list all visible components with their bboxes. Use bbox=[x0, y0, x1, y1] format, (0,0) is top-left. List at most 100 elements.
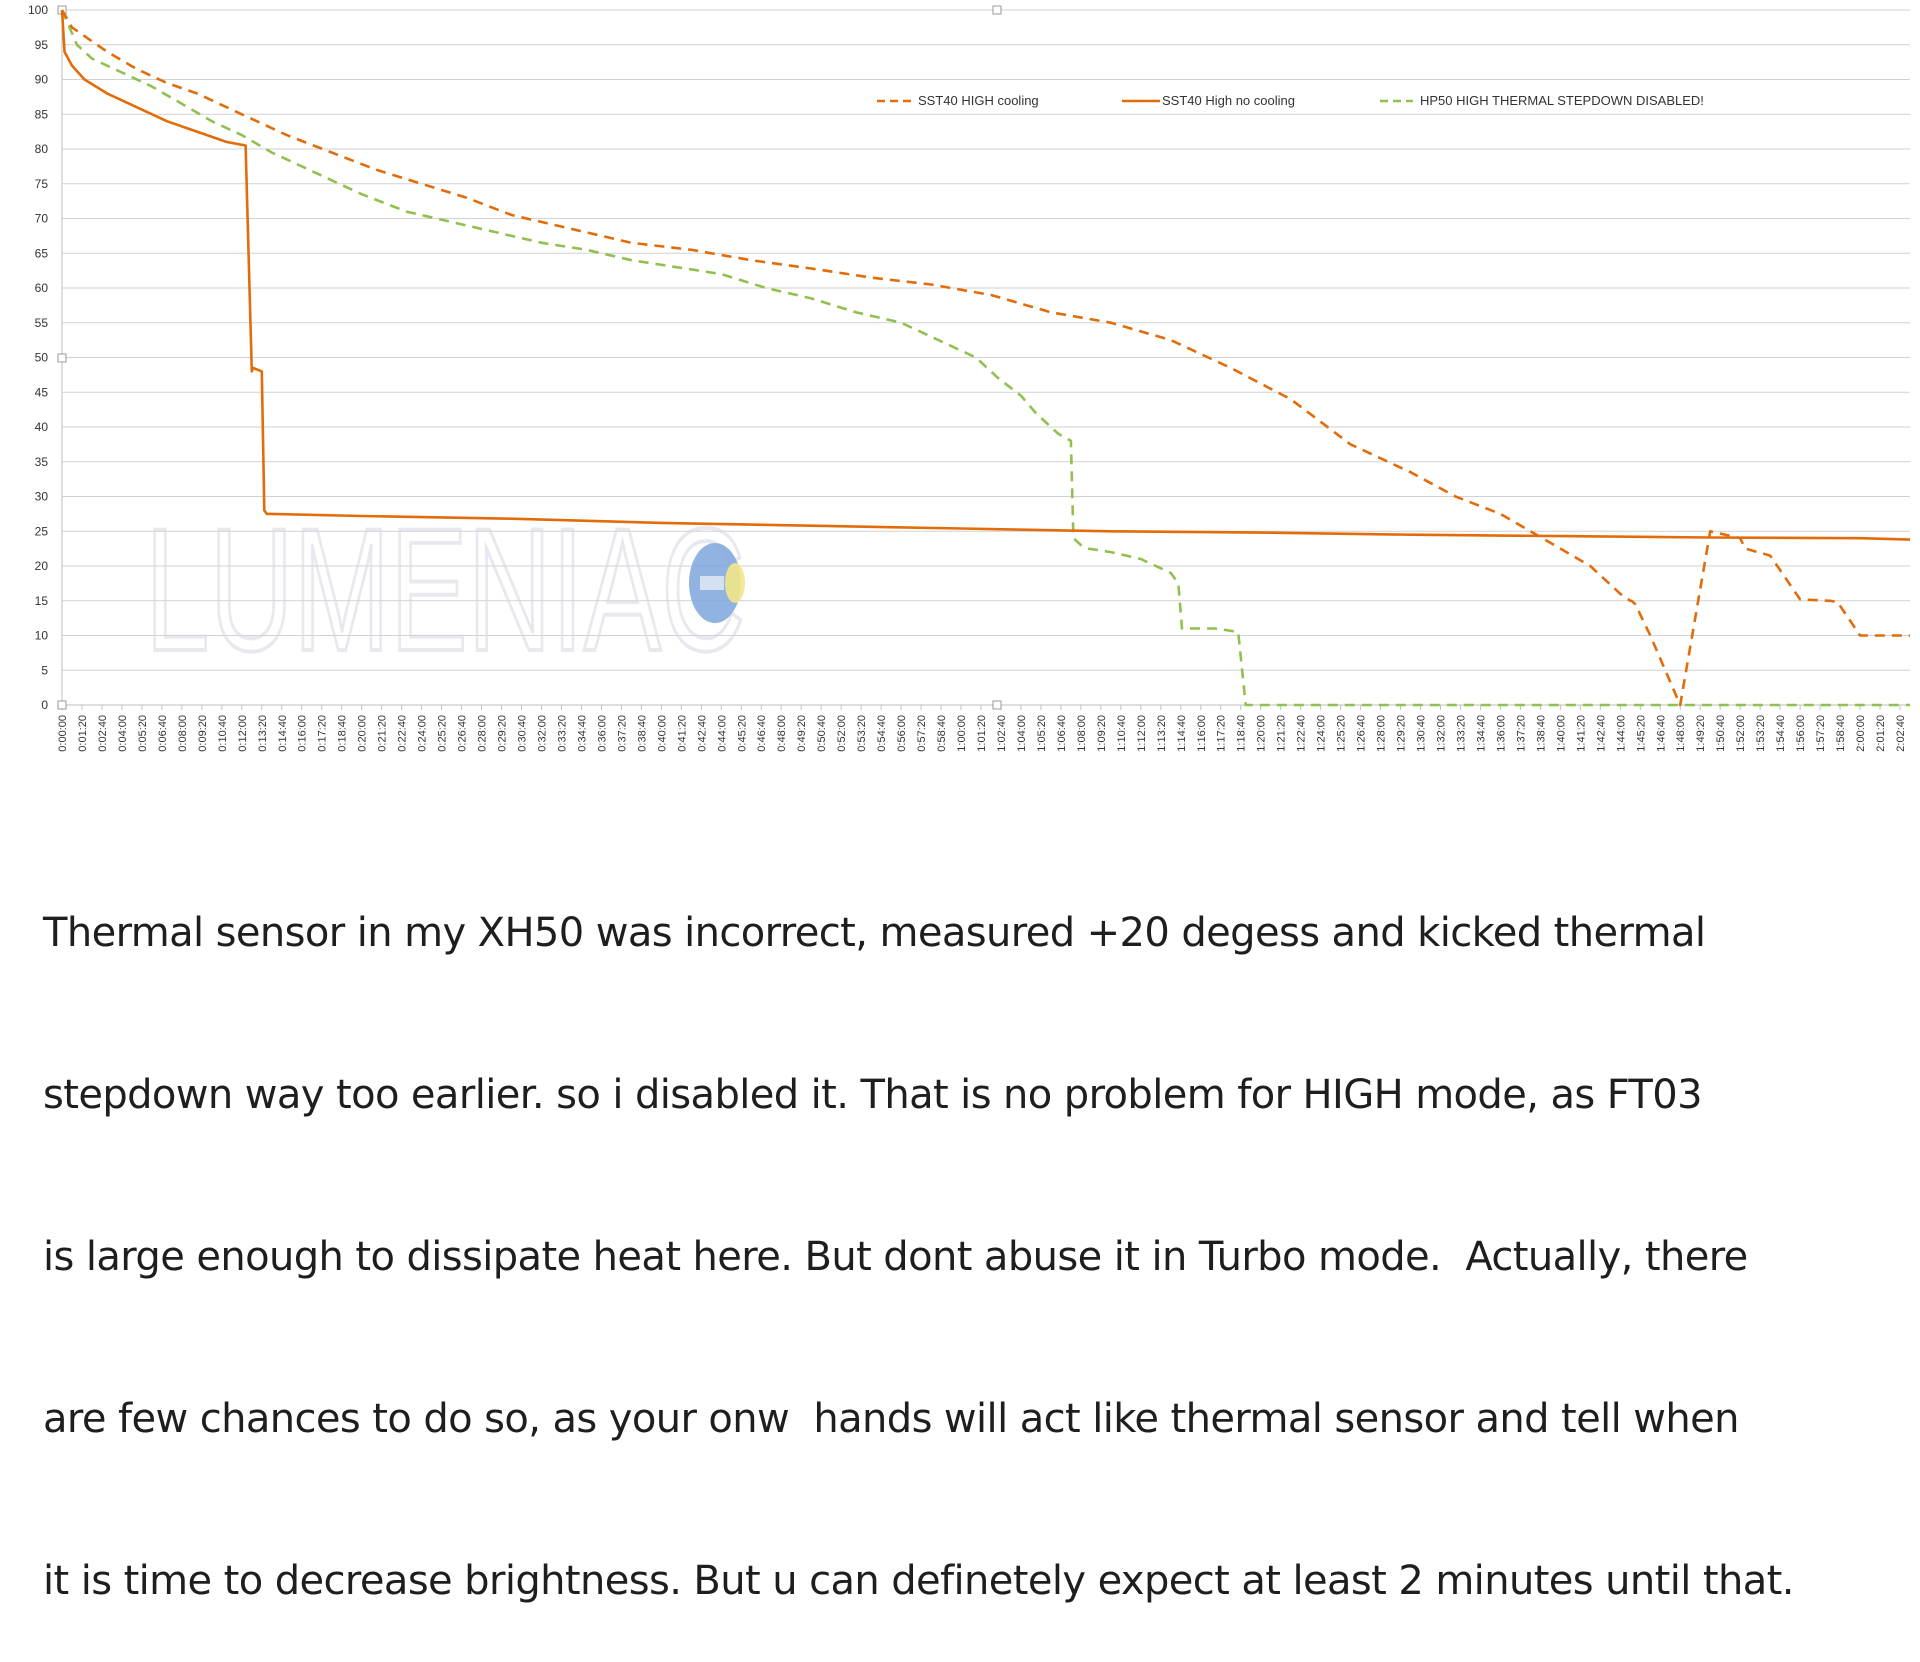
x-tick-label: 0:38:40 bbox=[636, 715, 648, 752]
x-tick-label: 1:56:00 bbox=[1795, 715, 1807, 752]
y-tick-label: 90 bbox=[35, 73, 49, 87]
x-tick-label: 0:42:40 bbox=[696, 715, 708, 752]
y-tick-label: 15 bbox=[35, 594, 49, 608]
x-tick-label: 1:40:00 bbox=[1555, 715, 1567, 752]
x-tick-label: 0:01:20 bbox=[77, 715, 89, 752]
x-tick-label: 1:18:40 bbox=[1236, 715, 1248, 752]
legend-item-sst40-high-cooling: SST40 HIGH cooling bbox=[877, 93, 1039, 108]
x-tick-label: 1:44:00 bbox=[1615, 715, 1627, 752]
x-tick-label: 1:28:00 bbox=[1376, 715, 1388, 752]
legend-label: SST40 HIGH cooling bbox=[918, 93, 1039, 108]
x-tick-label: 0:54:40 bbox=[876, 715, 888, 752]
x-tick-label: 0:33:20 bbox=[556, 715, 568, 752]
resize-handle bbox=[992, 700, 1002, 710]
x-tick-label: 0:16:00 bbox=[297, 715, 309, 752]
resize-handle bbox=[57, 700, 67, 710]
x-tick-label: 0:56:00 bbox=[896, 715, 908, 752]
x-tick-label: 1:38:40 bbox=[1535, 715, 1547, 752]
x-tick-label: 0:04:00 bbox=[117, 715, 129, 752]
x-tick-label: 0:46:40 bbox=[756, 715, 768, 752]
x-tick-label: 1:16:00 bbox=[1196, 715, 1208, 752]
x-tick-label: 0:14:40 bbox=[277, 715, 289, 752]
y-tick-label: 10 bbox=[35, 629, 49, 643]
series-layer bbox=[60, 9, 1911, 707]
x-tick-label: 1:00:00 bbox=[956, 715, 968, 752]
y-tick-label: 60 bbox=[35, 281, 49, 295]
x-tick-label: 0:21:20 bbox=[377, 715, 389, 752]
x-tick-label: 0:13:20 bbox=[257, 715, 269, 752]
y-axis-ticks: 0 5 10 15 20 25 30 35 40 45 50 55 60 65 70 75 80 85 90 95 10… bbox=[28, 3, 48, 712]
legend-item-sst40-high-no-cooling: SST40 High no cooling bbox=[1122, 93, 1295, 108]
x-tick-label: 0:53:20 bbox=[856, 715, 868, 752]
y-tick-label: 40 bbox=[35, 420, 49, 434]
caption-line: Thermal sensor in my XH50 was incorrect,… bbox=[43, 910, 1706, 956]
x-tick-label: 0:49:20 bbox=[796, 715, 808, 752]
x-tick-label: 1:24:00 bbox=[1316, 715, 1328, 752]
x-tick-label: 1:37:20 bbox=[1515, 715, 1527, 752]
y-tick-label: 5 bbox=[41, 663, 48, 677]
x-tick-label: 0:37:20 bbox=[616, 715, 628, 752]
y-tick-label: 50 bbox=[35, 351, 49, 365]
caption-line: are few chances to do so, as your onw ha… bbox=[43, 1396, 1739, 1442]
y-tick-label: 25 bbox=[35, 524, 49, 538]
legend-label: SST40 High no cooling bbox=[1162, 93, 1295, 108]
x-tick-label: 1:50:40 bbox=[1715, 715, 1727, 752]
x-tick-label: 1:22:40 bbox=[1296, 715, 1308, 752]
caption-line: stepdown way too earlier. so i disabled … bbox=[43, 1072, 1703, 1118]
y-tick-label: 20 bbox=[35, 559, 49, 573]
watermark-logo-icon bbox=[689, 543, 745, 623]
x-tick-label: 0:02:40 bbox=[97, 715, 109, 752]
x-tick-label: 0:44:00 bbox=[716, 715, 728, 752]
watermark: LUMENIAC bbox=[145, 493, 745, 688]
series-line-0 bbox=[60, 9, 1910, 707]
x-tick-label: 1:53:20 bbox=[1755, 715, 1767, 752]
x-tick-label: 0:10:40 bbox=[217, 715, 229, 752]
x-tick-label: 1:25:20 bbox=[1336, 715, 1348, 752]
x-axis-ticks: 0:00:00 0:01:20 0:02:40 0:04:00 0:05:20 0:06:… bbox=[57, 705, 1907, 752]
x-tick-label: 2:02:40 bbox=[1895, 715, 1907, 752]
x-tick-label: 1:17:20 bbox=[1216, 715, 1228, 752]
x-tick-label: 0:36:00 bbox=[596, 715, 608, 752]
x-tick-label: 1:30:40 bbox=[1416, 715, 1428, 752]
x-tick-label: 1:10:40 bbox=[1116, 715, 1128, 752]
x-tick-label: 1:46:40 bbox=[1655, 715, 1667, 752]
y-tick-label: 95 bbox=[35, 38, 49, 52]
x-tick-label: 1:26:40 bbox=[1356, 715, 1368, 752]
x-tick-label: 0:34:40 bbox=[576, 715, 588, 752]
x-tick-label: 0:24:00 bbox=[417, 715, 429, 752]
x-tick-label: 2:00:00 bbox=[1855, 715, 1867, 752]
y-tick-label: 0 bbox=[41, 698, 48, 712]
x-tick-label: 0:57:20 bbox=[916, 715, 928, 752]
x-tick-label: 1:04:00 bbox=[1016, 715, 1028, 752]
x-tick-label: 1:29:20 bbox=[1396, 715, 1408, 752]
x-tick-label: 1:42:40 bbox=[1595, 715, 1607, 752]
caption-line: is large enough to dissipate heat here. … bbox=[43, 1234, 1748, 1280]
x-tick-label: 0:48:00 bbox=[776, 715, 788, 752]
x-tick-label: 0:29:20 bbox=[497, 715, 509, 752]
x-tick-label: 1:14:40 bbox=[1176, 715, 1188, 752]
caption: Thermal sensor in my XH50 was incorrect,… bbox=[43, 798, 1903, 1662]
x-tick-label: 1:12:00 bbox=[1136, 715, 1148, 752]
series-line-1 bbox=[60, 9, 1911, 541]
resize-handle bbox=[992, 5, 1002, 15]
x-tick-label: 1:33:20 bbox=[1455, 715, 1467, 752]
resize-handle bbox=[57, 353, 67, 363]
x-tick-label: 1:20:00 bbox=[1256, 715, 1268, 752]
x-tick-label: 0:08:00 bbox=[177, 715, 189, 752]
x-tick-label: 1:02:40 bbox=[996, 715, 1008, 752]
y-tick-label: 30 bbox=[35, 490, 49, 504]
x-tick-label: 0:06:40 bbox=[157, 715, 169, 752]
y-tick-label: 80 bbox=[35, 142, 49, 156]
x-tick-label: 0:18:40 bbox=[337, 715, 349, 752]
x-tick-label: 1:49:20 bbox=[1695, 715, 1707, 752]
y-tick-label: 35 bbox=[35, 455, 49, 469]
x-tick-label: 1:08:00 bbox=[1076, 715, 1088, 752]
x-tick-label: 1:05:20 bbox=[1036, 715, 1048, 752]
x-tick-label: 1:58:40 bbox=[1835, 715, 1847, 752]
x-tick-label: 0:26:40 bbox=[457, 715, 469, 752]
x-tick-label: 0:28:00 bbox=[477, 715, 489, 752]
y-tick-label: 75 bbox=[35, 177, 49, 191]
y-tick-label: 65 bbox=[35, 246, 49, 260]
x-tick-label: 1:13:20 bbox=[1156, 715, 1168, 752]
x-tick-label: 1:57:20 bbox=[1815, 715, 1827, 752]
